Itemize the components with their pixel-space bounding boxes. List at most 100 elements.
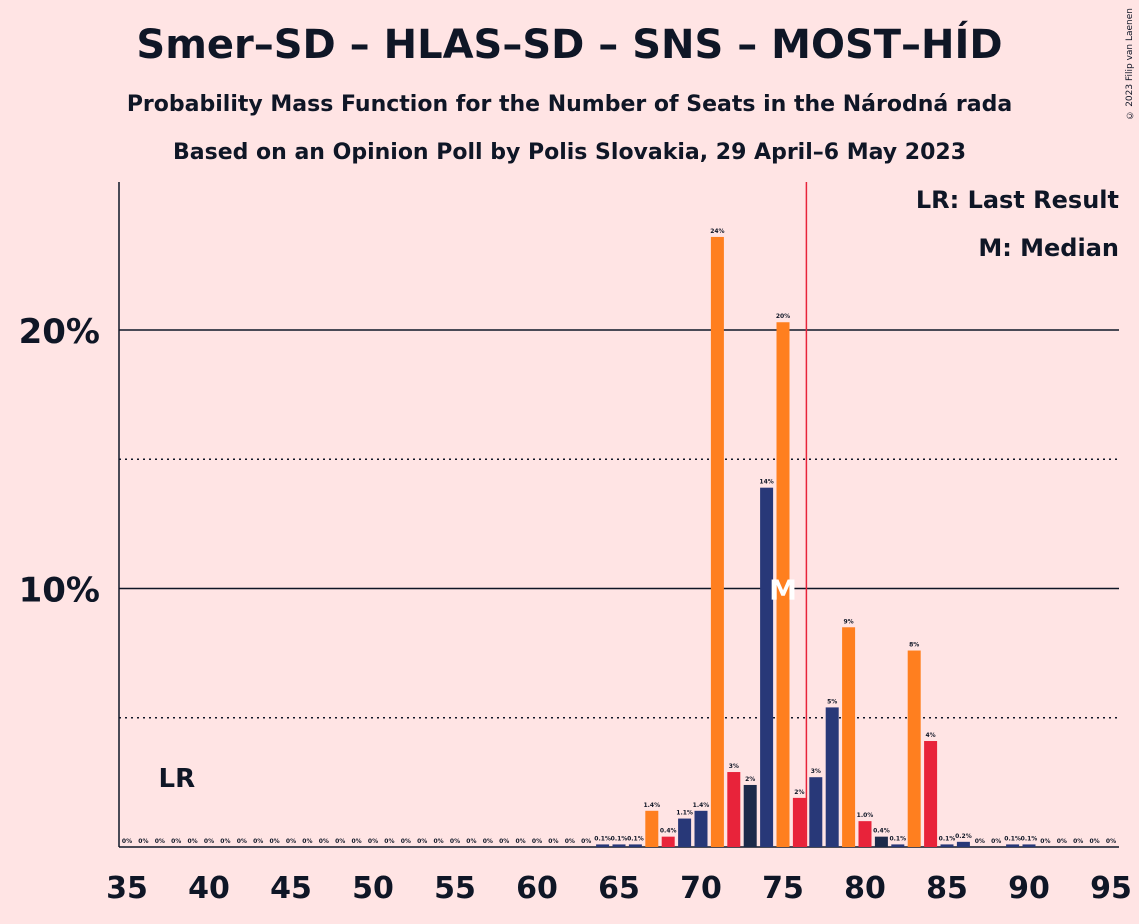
bar-seat-65	[612, 844, 626, 847]
x-tick-label: 95	[1090, 871, 1132, 906]
bar-label-seat-74: 14%	[759, 479, 773, 486]
bar-label-seat-94: 0%	[1090, 838, 1100, 845]
x-tick-label: 60	[516, 871, 558, 906]
x-tick-label: 50	[352, 871, 394, 906]
x-tick-label: 75	[762, 871, 804, 906]
bar-label-seat-37: 0%	[155, 838, 165, 845]
bar-seat-80	[858, 821, 872, 847]
bar-label-seat-51: 0%	[384, 838, 394, 845]
x-tick-label: 40	[188, 871, 230, 906]
bar-label-seat-43: 0%	[253, 838, 263, 845]
bar-seat-73	[743, 784, 757, 847]
bar-label-seat-65: 0.1%	[611, 835, 628, 842]
bar-label-seat-77: 3%	[811, 768, 821, 775]
x-tick-label: 45	[270, 871, 312, 906]
bar-label-seat-48: 0%	[335, 838, 345, 845]
bar-label-seat-46: 0%	[302, 838, 312, 845]
bar-seat-90	[1022, 844, 1036, 847]
bar-seat-83	[907, 650, 921, 847]
bar-seat-89	[1006, 844, 1020, 847]
legend-last-result: LR: Last Result	[915, 186, 1119, 214]
bar-label-seat-93: 0%	[1073, 838, 1083, 845]
bar-seat-79	[842, 627, 856, 847]
bar-label-seat-56: 0%	[466, 838, 476, 845]
bar-label-seat-47: 0%	[319, 838, 329, 845]
bar-label-seat-85: 0.1%	[939, 835, 956, 842]
bar-seat-74	[760, 487, 774, 847]
last-result-marker: LR	[159, 764, 196, 794]
bar-seat-66	[628, 844, 642, 847]
bar-label-seat-78: 5%	[827, 698, 837, 705]
bar-label-seat-35: 0%	[122, 838, 132, 845]
bar-label-seat-67: 1.4%	[643, 802, 660, 809]
chart-subtitle: Probability Mass Function for the Number…	[126, 92, 1013, 117]
bar-label-seat-66: 0.1%	[627, 835, 644, 842]
bar-label-seat-39: 0%	[188, 838, 198, 845]
bar-label-seat-86: 0.2%	[955, 833, 972, 840]
bar-label-seat-81: 0.4%	[873, 828, 890, 835]
bar-seat-82	[891, 844, 905, 847]
x-tick-label: 80	[844, 871, 886, 906]
bar-label-seat-40: 0%	[204, 838, 214, 845]
bar-seat-67	[645, 810, 659, 847]
bar-label-seat-89: 0.1%	[1004, 835, 1021, 842]
bar-label-seat-72: 3%	[729, 763, 739, 770]
bar-label-seat-38: 0%	[171, 838, 181, 845]
bar-label-seat-45: 0%	[286, 838, 296, 845]
y-tick-label: 20%	[19, 312, 100, 352]
bar-seat-71	[710, 236, 724, 847]
bar-label-seat-70: 1.4%	[693, 802, 710, 809]
bar-seat-64	[596, 844, 610, 847]
x-tick-label: 70	[680, 871, 722, 906]
bar-seat-81	[874, 836, 888, 847]
bar-label-seat-44: 0%	[270, 838, 280, 845]
bar-label-seat-49: 0%	[352, 838, 362, 845]
bar-seat-70	[694, 810, 708, 847]
bar-label-seat-87: 0%	[975, 838, 985, 845]
bar-label-seat-58: 0%	[499, 838, 509, 845]
legend-median: M: Median	[978, 234, 1119, 262]
bar-label-seat-50: 0%	[368, 838, 378, 845]
bar-label-seat-59: 0%	[516, 838, 526, 845]
bar-label-seat-95: 0%	[1106, 838, 1116, 845]
bar-label-seat-88: 0%	[991, 838, 1001, 845]
bar-seat-78	[825, 707, 839, 847]
bar-label-seat-82: 0.1%	[889, 835, 906, 842]
bar-seat-75	[776, 322, 790, 847]
bar-label-seat-60: 0%	[532, 838, 542, 845]
bar-seat-85	[940, 844, 954, 847]
bar-label-seat-68: 0.4%	[660, 828, 677, 835]
bar-label-seat-61: 0%	[548, 838, 558, 845]
median-marker: M	[769, 574, 797, 607]
x-tick-label: 90	[1008, 871, 1050, 906]
bar-label-seat-53: 0%	[417, 838, 427, 845]
bar-label-seat-62: 0%	[565, 838, 575, 845]
x-tick-label: 35	[106, 871, 148, 906]
bar-label-seat-76: 2%	[794, 789, 804, 796]
bar-label-seat-41: 0%	[220, 838, 230, 845]
x-tick-label: 85	[926, 871, 968, 906]
bar-label-seat-36: 0%	[138, 838, 148, 845]
bar-label-seat-42: 0%	[237, 838, 247, 845]
bar-label-seat-84: 4%	[926, 732, 936, 739]
bar-label-seat-55: 0%	[450, 838, 460, 845]
bar-label-seat-52: 0%	[401, 838, 411, 845]
bar-label-seat-73: 2%	[745, 776, 755, 783]
chart-title: Smer–SD – HLAS–SD – SNS – MOST–HÍD	[136, 22, 1003, 68]
bar-label-seat-92: 0%	[1057, 838, 1067, 845]
bar-seat-72	[727, 772, 741, 847]
bar-label-seat-64: 0.1%	[594, 835, 611, 842]
bar-label-seat-54: 0%	[434, 838, 444, 845]
bar-seat-77	[809, 777, 823, 847]
bar-label-seat-57: 0%	[483, 838, 493, 845]
bar-label-seat-91: 0%	[1040, 838, 1050, 845]
x-tick-label: 65	[598, 871, 640, 906]
chart-source-subtitle: Based on an Opinion Poll by Polis Slovak…	[172, 140, 967, 165]
bar-seat-76	[792, 797, 806, 847]
bar-label-seat-63: 0%	[581, 838, 591, 845]
bar-seat-86	[956, 841, 970, 847]
bar-label-seat-80: 1.0%	[857, 812, 874, 819]
bar-label-seat-75: 20%	[776, 313, 790, 320]
bar-label-seat-90: 0.1%	[1021, 835, 1038, 842]
